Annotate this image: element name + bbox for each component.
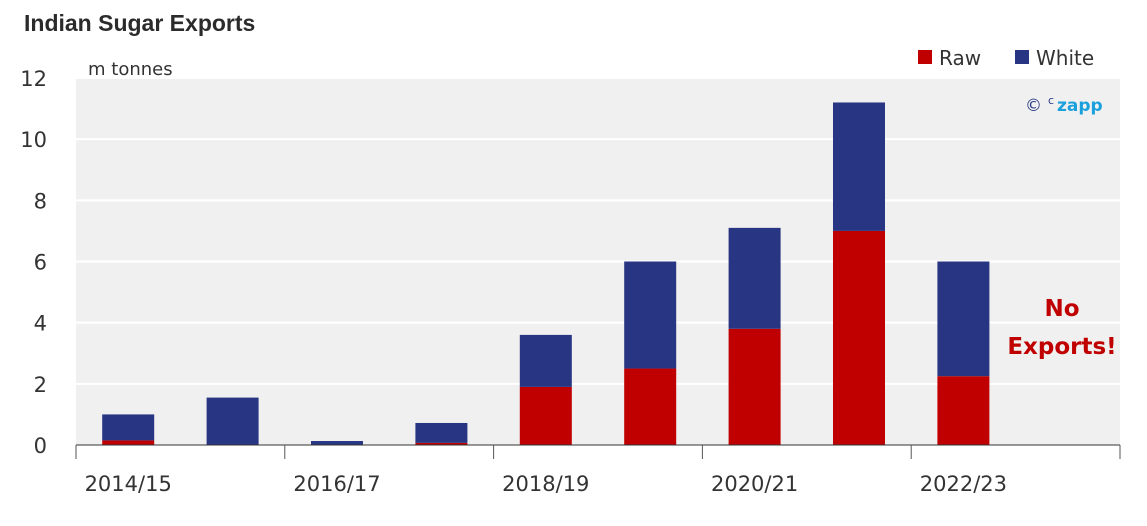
- annotation-line-2: Exports!: [1007, 334, 1116, 360]
- bar-white-2015-16: [206, 397, 259, 445]
- bar-raw-2014-15: [102, 440, 155, 445]
- x-tick-label: 2022/23: [920, 472, 1007, 496]
- bar-raw-2021-22: [833, 230, 885, 445]
- legend-label-raw: Raw: [939, 46, 981, 70]
- legend-swatch-raw: [918, 50, 932, 64]
- bar-white-2022-23: [937, 261, 990, 377]
- bar-white-2021-22: [833, 102, 885, 231]
- y-tick-label: 0: [34, 434, 47, 458]
- annotation-line-1: No: [1044, 296, 1079, 322]
- y-tick-label: 6: [34, 251, 47, 275]
- x-tick-label: 2016/17: [293, 472, 380, 496]
- y-tick-label: 8: [34, 189, 47, 213]
- y-axis-ticks: 0 2 4 6 8 10 12: [20, 67, 47, 458]
- x-tick-label: 2020/21: [711, 472, 798, 496]
- bar-white-2014-15: [102, 414, 155, 441]
- y-tick-label: 4: [34, 312, 47, 336]
- annotation: No Exports!: [1007, 296, 1116, 360]
- copyright-symbol: ©: [1025, 96, 1042, 116]
- bar-white-2018-19: [519, 334, 572, 387]
- bar-white-2020-21: [728, 227, 781, 329]
- bar-white-2019-20: [624, 261, 677, 369]
- brand-prefix: c: [1048, 94, 1054, 107]
- watermark: © c zapp: [1025, 94, 1103, 116]
- bar-raw-2018-19: [519, 386, 572, 445]
- legend-swatch-white: [1015, 50, 1029, 64]
- brand-name: zapp: [1057, 96, 1103, 116]
- y-tick-label: 12: [20, 67, 47, 91]
- x-axis: 2014/15 2016/17 2018/19 2020/21 2022/23: [75, 444, 1121, 496]
- bar-raw-2017-18: [415, 442, 468, 445]
- y-tick-label: 10: [20, 128, 47, 152]
- bar-white-2017-18: [415, 422, 468, 443]
- x-tick-label: 2014/15: [85, 472, 172, 496]
- unit-label: m tonnes: [88, 59, 173, 80]
- bar-raw-2019-20: [624, 368, 677, 445]
- bar-raw-2020-21: [728, 328, 781, 445]
- legend: Raw White: [918, 46, 1094, 70]
- legend-label-white: White: [1036, 46, 1094, 70]
- x-tick-label: 2018/19: [502, 472, 589, 496]
- y-tick-label: 2: [34, 373, 47, 397]
- bars: [102, 102, 990, 445]
- chart-title: Indian Sugar Exports: [24, 10, 256, 36]
- bar-raw-2022-23: [937, 376, 990, 445]
- bar-white-2016-17: [311, 441, 363, 445]
